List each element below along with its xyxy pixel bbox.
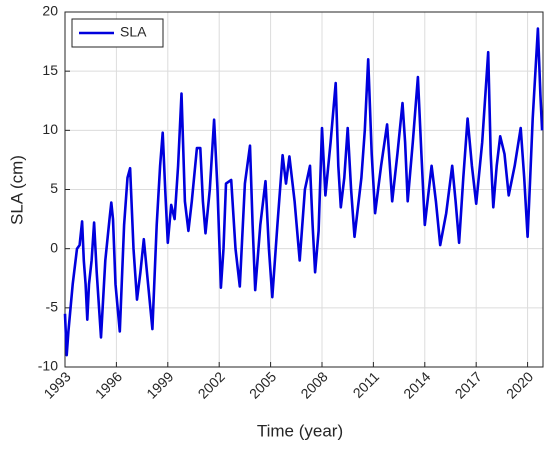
y-tick-label: 20: [42, 3, 58, 19]
legend-label: SLA: [120, 24, 147, 40]
x-axis-label: Time (year): [257, 421, 343, 440]
y-tick-label: 10: [42, 121, 58, 137]
y-tick-label: 0: [50, 239, 58, 255]
y-tick-label: -10: [38, 358, 58, 374]
y-tick-label: -5: [46, 299, 59, 315]
plot-frame: [64, 11, 544, 368]
y-tick-label: 5: [50, 180, 58, 196]
data-line: [63, 27, 544, 357]
y-tick-label: 15: [42, 62, 58, 78]
y-axis-label: SLA (cm): [7, 155, 26, 225]
